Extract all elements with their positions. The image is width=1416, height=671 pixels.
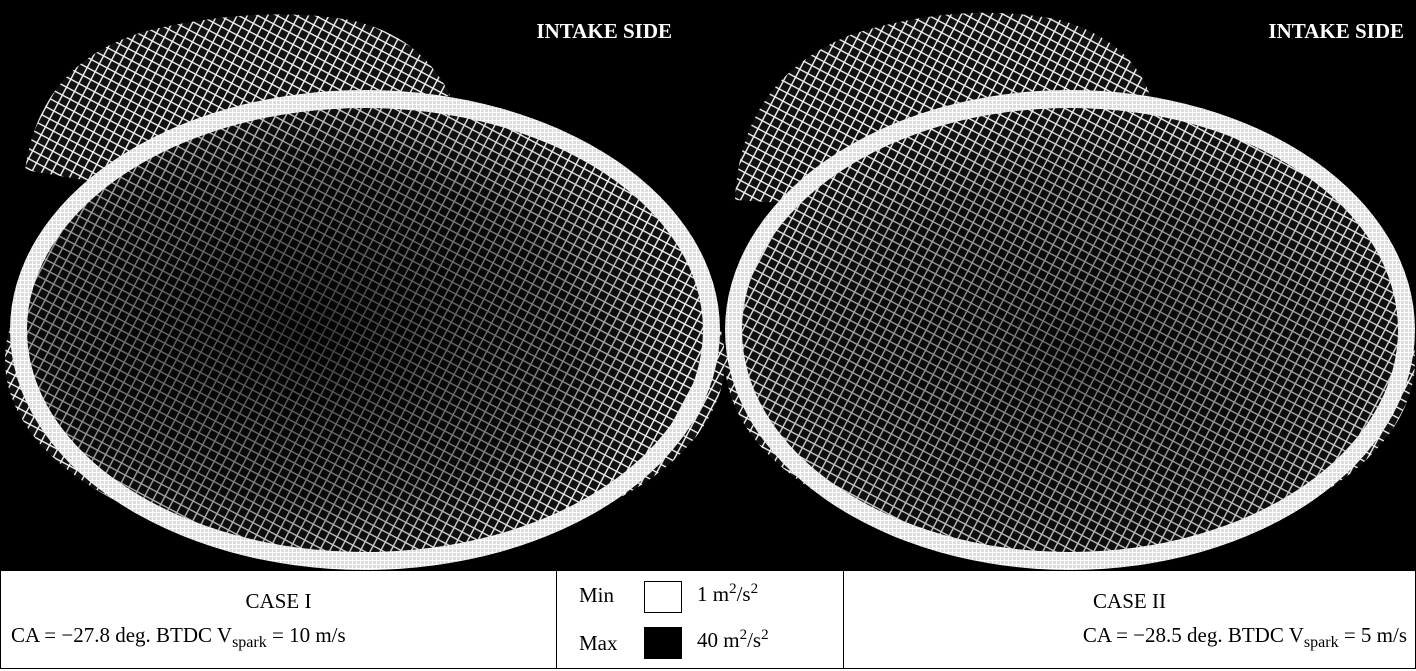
text: = 10 m/s — [267, 623, 346, 647]
figure: INTAKE SIDE INTAKE SIDE — [0, 0, 1416, 570]
case-box: CASE I CA = −27.8 deg. BTDC Vspark = 10 … — [0, 570, 557, 669]
panel-label: INTAKE SIDE — [1268, 19, 1404, 43]
case-title: CASE II — [844, 589, 1415, 614]
superscript: 2 — [751, 581, 759, 597]
case-box: CASE II CA = −28.5 deg. BTDC Vspark = 5 … — [843, 570, 1416, 669]
case-condition: CA = −27.8 deg. BTDC Vspark = 10 m/s — [11, 623, 346, 652]
superscript: 2 — [729, 581, 737, 597]
legend-swatch — [644, 581, 682, 613]
legend-label: Min — [579, 583, 614, 608]
text: CA = −27.8 deg. BTDC V — [11, 623, 232, 647]
superscript: 2 — [761, 627, 769, 643]
page: INTAKE SIDE INTAKE SIDE CASE I CA = −27.… — [0, 0, 1416, 671]
subscript: spark — [1304, 634, 1339, 651]
superscript: 2 — [740, 627, 748, 643]
case-condition: CA = −28.5 deg. BTDC Vspark = 5 m/s — [1083, 623, 1407, 652]
text: 1 m — [697, 582, 729, 606]
legend-value: 1 m2/s2 — [697, 581, 758, 607]
legend-value: 40 m2/s2 — [697, 627, 769, 653]
text: 40 m — [697, 628, 740, 652]
case-title: CASE I — [1, 589, 556, 614]
legend-swatch — [644, 627, 682, 659]
text: CA = −28.5 deg. BTDC V — [1083, 623, 1304, 647]
text: = 5 m/s — [1339, 623, 1407, 647]
text: /s — [747, 628, 761, 652]
legend-label: Max — [579, 631, 618, 656]
subscript: spark — [232, 634, 267, 651]
panel-label: INTAKE SIDE — [536, 19, 672, 43]
text: /s — [737, 582, 751, 606]
legend: Min 1 m2/s2 Max 40 m2/s2 — [556, 570, 844, 669]
